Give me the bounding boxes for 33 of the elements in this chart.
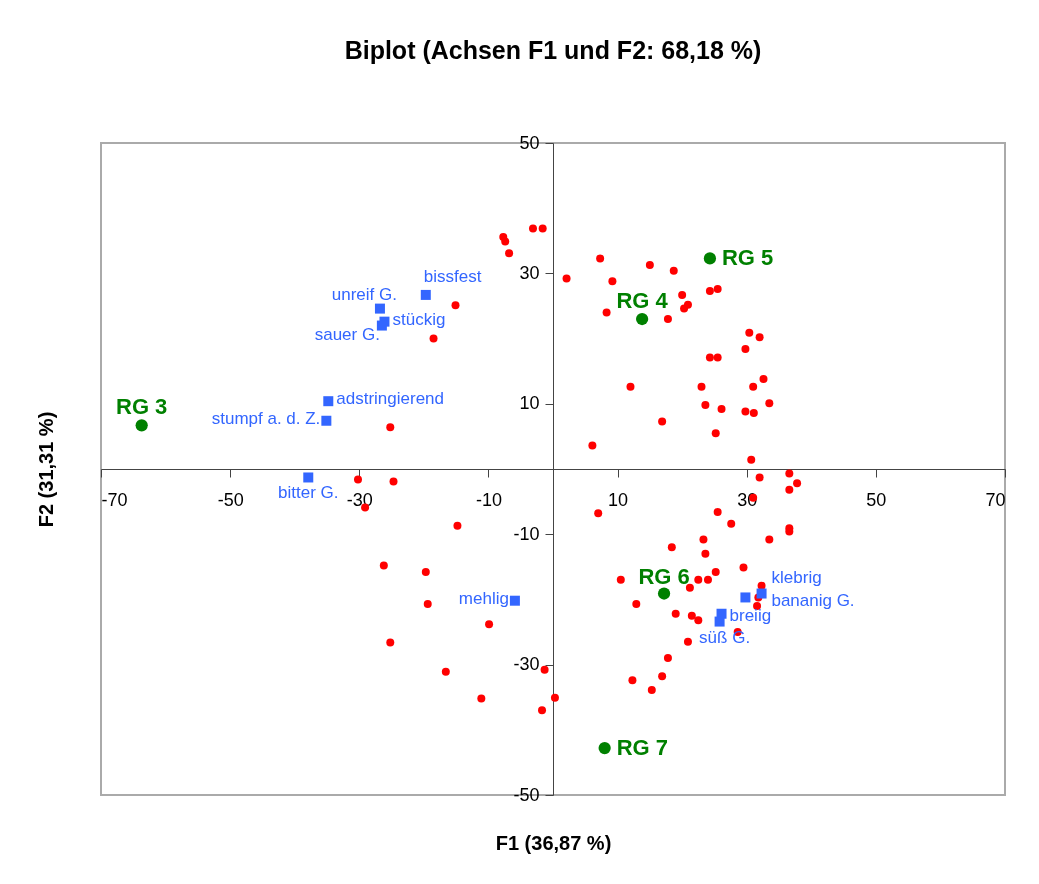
data-label: süß G. bbox=[699, 627, 751, 647]
data-label: adstringierend bbox=[336, 389, 445, 409]
data-label: RG 4 bbox=[616, 288, 669, 314]
data-label: unreif G. bbox=[331, 284, 397, 304]
x-tick-label: -30 bbox=[346, 489, 373, 510]
data-label: RG 3 bbox=[116, 394, 168, 420]
data-label: bissfest bbox=[423, 266, 482, 286]
y-tick-label: -10 bbox=[513, 523, 540, 544]
data-label: stückig bbox=[392, 309, 446, 329]
x-tick-label: -10 bbox=[475, 489, 502, 510]
x-axis-title: F1 (36,87 %) bbox=[495, 831, 612, 854]
data-label: bananig G. bbox=[771, 591, 855, 611]
data-label: breiig bbox=[729, 605, 772, 625]
data-label: sauer G. bbox=[314, 324, 380, 344]
y-axis-title: F2 (31,31 %) bbox=[34, 411, 57, 528]
x-tick-label: -50 bbox=[217, 489, 244, 510]
data-label: RG 7 bbox=[616, 735, 669, 761]
y-tick-label: 30 bbox=[519, 262, 540, 283]
chart-title: Biplot (Achsen F1 und F2: 68,18 %) bbox=[344, 36, 762, 64]
x-tick-label: 70 bbox=[985, 489, 1006, 510]
x-tick-label: 10 bbox=[608, 489, 629, 510]
data-label: RG 5 bbox=[721, 245, 774, 271]
data-label: RG 6 bbox=[638, 563, 690, 589]
x-tick-label: 50 bbox=[866, 489, 887, 510]
data-label: klebrig bbox=[771, 567, 822, 587]
y-tick-label: -50 bbox=[513, 784, 540, 805]
data-label: mehlig bbox=[458, 588, 509, 608]
data-label: stumpf a. d. Z. bbox=[211, 408, 321, 428]
y-tick-label: -30 bbox=[513, 654, 540, 675]
data-label: bitter G. bbox=[278, 483, 339, 503]
y-tick-label: 10 bbox=[519, 393, 540, 414]
x-tick-label: -70 bbox=[101, 489, 128, 510]
y-tick-label: 50 bbox=[519, 132, 540, 153]
